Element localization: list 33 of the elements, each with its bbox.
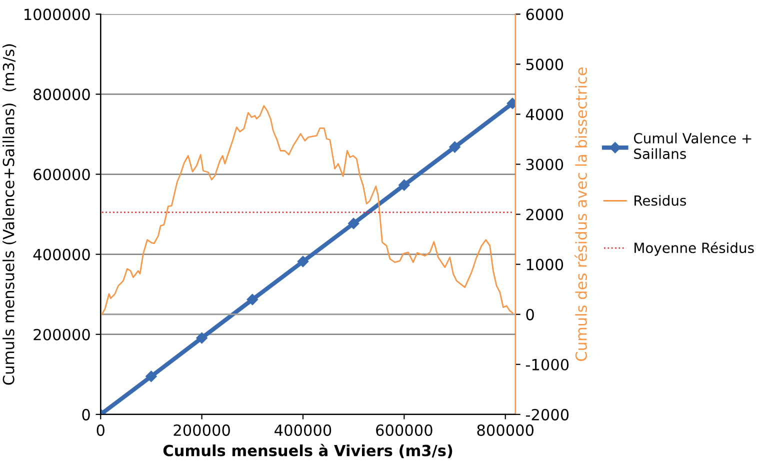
legend-label: Cumul Valence + Saillans: [634, 132, 752, 160]
y2-tick-label: 0: [526, 308, 534, 320]
y-tick-label: 800000: [34, 88, 90, 100]
y-tick-label: 1000000: [24, 8, 90, 20]
y2-tick-label: -2000: [526, 408, 569, 420]
x-tick-label: 800000: [477, 424, 534, 436]
point: [146, 370, 157, 382]
legend-label: Residus: [634, 195, 686, 206]
point: [449, 141, 460, 153]
point: [398, 179, 410, 191]
point: [297, 256, 309, 268]
point: [196, 332, 208, 344]
y2-tick-label: 3000: [526, 158, 564, 170]
x-axis-title: Cumuls mensuels à Viviers (m3/s): [163, 444, 452, 458]
y2-tick-label: 6000: [526, 8, 564, 20]
y-axis-title: Cumuls mensuels (Valence+Saillans) (m3/s): [2, 44, 16, 385]
x-tick-label: 200000: [174, 424, 230, 436]
point: [246, 294, 258, 306]
y-tick-label: 0: [82, 408, 90, 420]
x-tick-label: 400000: [274, 424, 332, 436]
point: [348, 218, 360, 230]
y-tick-label: 600000: [34, 168, 90, 180]
y2-tick-label: 5000: [526, 58, 564, 70]
y-tick-label: 200000: [34, 328, 90, 340]
y2-axis-title: Cumuls des résidus avec la bissectrice: [574, 68, 587, 361]
y-tick-label: 400000: [33, 248, 90, 260]
y2-tick-label: 2000: [526, 208, 564, 220]
x-tick-label: 600000: [376, 424, 432, 436]
y2-tick-label: 1000: [526, 258, 564, 270]
y2-tick-label: -1000: [526, 358, 569, 370]
y2-tick-label: 4000: [526, 108, 564, 120]
legend-label: Moyenne Résidus: [634, 242, 754, 256]
x-tick-label: 0: [96, 424, 104, 436]
